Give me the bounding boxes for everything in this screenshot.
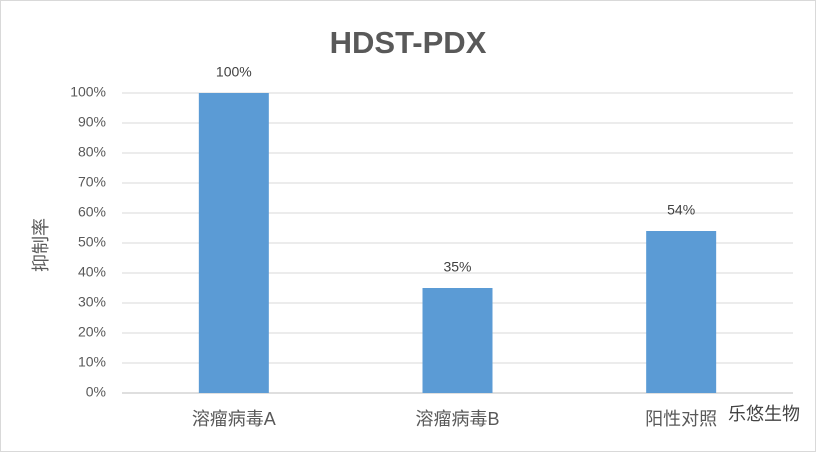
bar [646, 231, 717, 393]
value-label: 54% [667, 202, 695, 218]
bar [422, 288, 493, 393]
y-tick-label: 30% [78, 294, 106, 310]
value-label: 100% [216, 64, 252, 80]
value-label: 35% [443, 259, 471, 275]
chart-title: HDST-PDX [330, 25, 487, 60]
y-tick-label: 90% [78, 114, 106, 130]
y-tick-label: 50% [78, 234, 106, 250]
y-axis-label: 抑制率 [31, 218, 51, 272]
y-tick-label: 100% [70, 84, 106, 100]
x-tick-label: 溶瘤病毒A [192, 409, 276, 429]
y-tick-label: 0% [86, 384, 106, 400]
watermark: 乐悠生物 [728, 404, 800, 424]
x-tick-label: 阳性对照 [645, 409, 717, 429]
x-tick-label: 溶瘤病毒B [415, 409, 499, 429]
y-tick-label: 20% [78, 324, 106, 340]
y-tick-label: 70% [78, 174, 106, 190]
y-tick-label: 80% [78, 144, 106, 160]
bar [198, 93, 269, 393]
y-tick-label: 40% [78, 264, 106, 280]
y-tick-label: 60% [78, 204, 106, 220]
y-tick-label: 10% [78, 354, 106, 370]
